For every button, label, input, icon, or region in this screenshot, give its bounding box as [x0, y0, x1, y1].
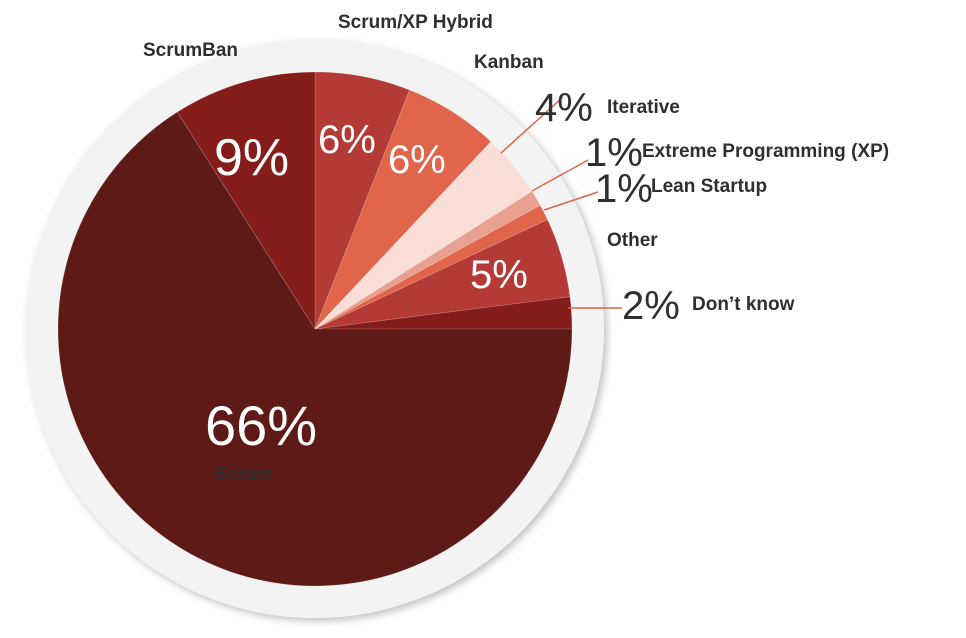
pie-slice-don-t-know [314, 296, 573, 330]
label-scrum: Scrum [214, 464, 274, 485]
pie-slice-extreme-programming-xp [314, 190, 541, 330]
pie-slice-kanban [314, 89, 492, 330]
label-dont-know: Don’t know [692, 294, 795, 315]
label-kanban: Kanban [474, 52, 544, 73]
pie-slice-scrum-xp-hybrid [314, 71, 410, 330]
pie-slice-other [314, 219, 571, 330]
pie-slice-scrumban [176, 71, 316, 331]
label-lean-startup: Lean Startup [651, 176, 768, 197]
label-scrum-xp-hybrid: Scrum/XP Hybrid [338, 12, 493, 33]
leader-iterative [500, 96, 564, 154]
pct-dont-know: 2% [622, 284, 680, 328]
pct-kanban: 6% [388, 138, 446, 182]
label-other: Other [607, 230, 658, 251]
pct-scrum-xp-hybrid: 6% [318, 118, 376, 162]
label-iterative: Iterative [607, 97, 680, 118]
pct-lean-startup: 1% [595, 167, 653, 211]
label-scrumban: ScrumBan [143, 40, 239, 61]
pie-slice-iterative [314, 141, 533, 330]
pct-xp: 1% [585, 131, 643, 175]
pct-iterative: 4% [535, 86, 593, 130]
pct-scrumban: 9% [214, 129, 290, 187]
pie-slice-lean-startup [314, 204, 548, 330]
leader-xp [531, 159, 589, 192]
pct-other: 5% [470, 253, 528, 297]
leader-lean-startup [543, 191, 599, 211]
pct-scrum: 66% [205, 394, 318, 457]
label-xp: Extreme Programming (XP) [642, 141, 890, 162]
pie-slice-scrum [57, 111, 573, 587]
